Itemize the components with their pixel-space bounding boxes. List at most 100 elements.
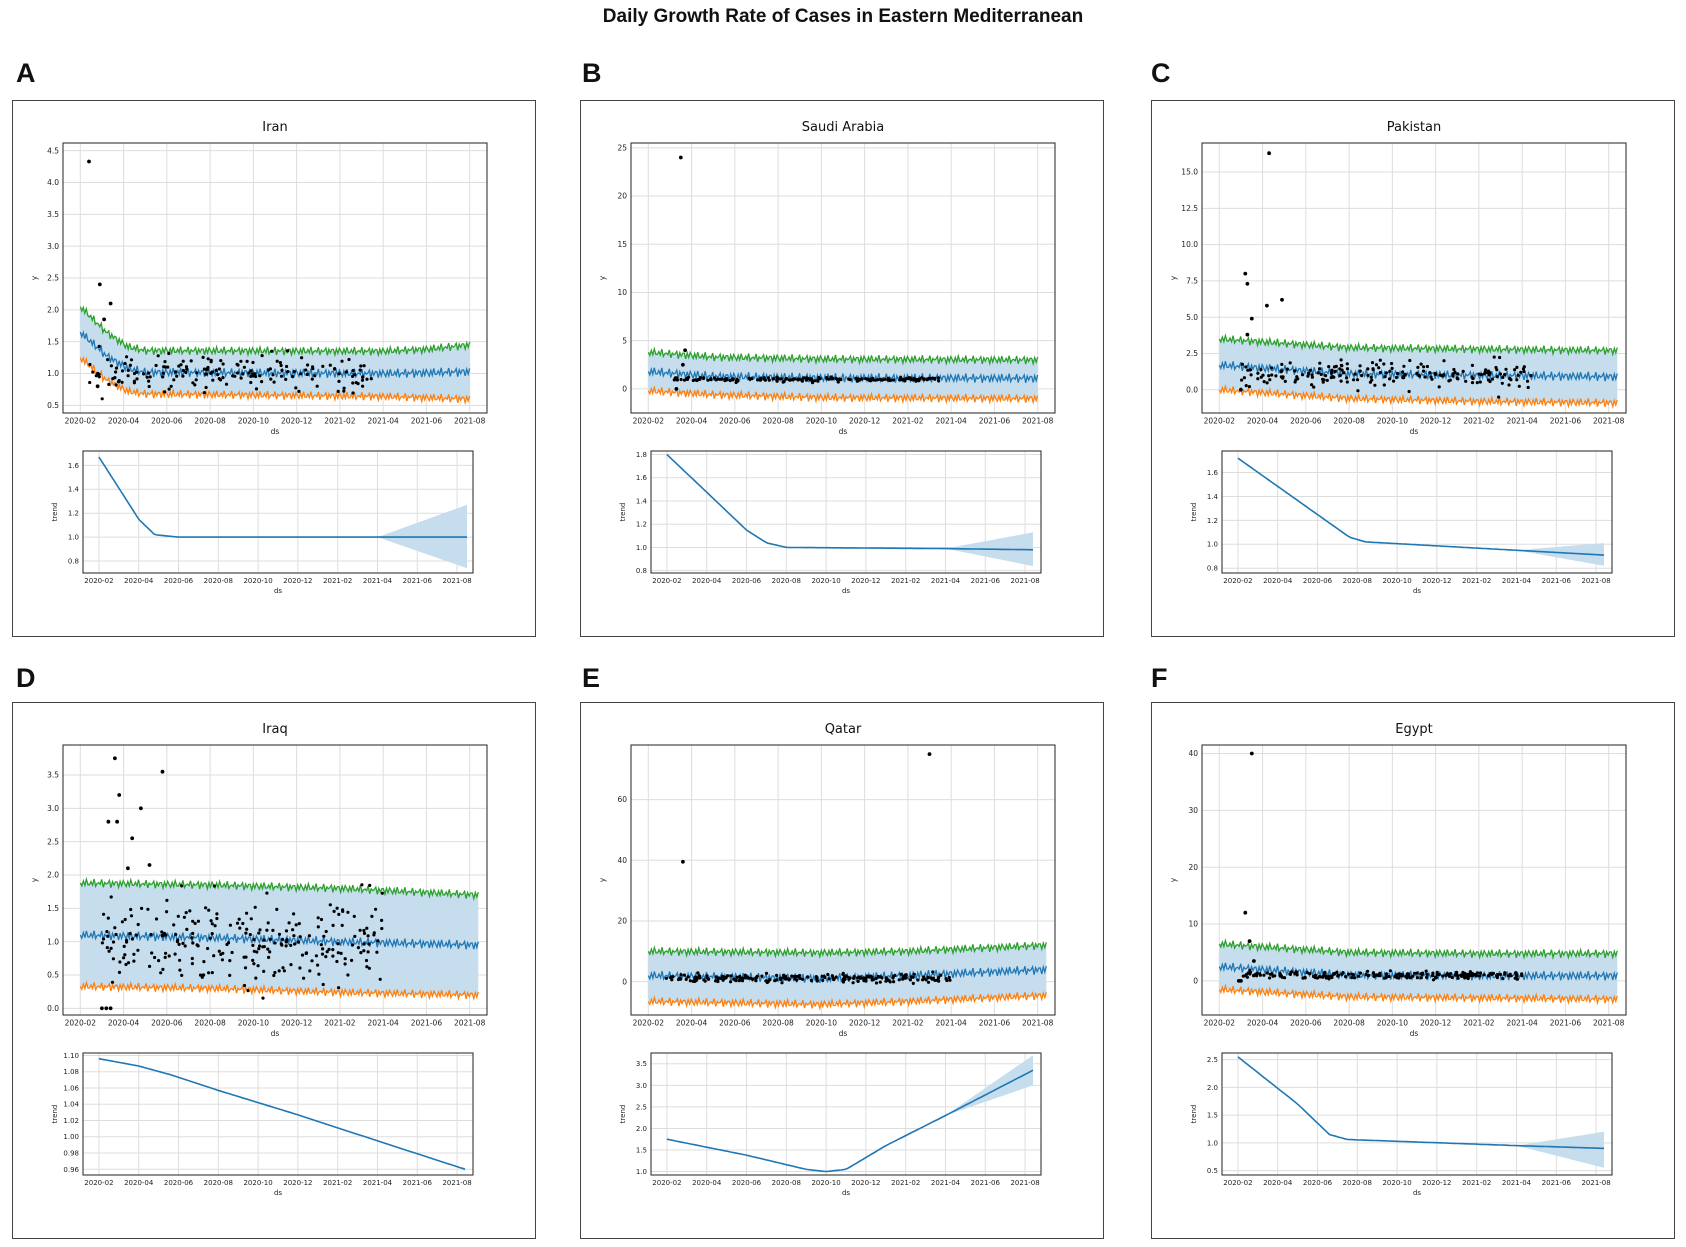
observed-point [1293,369,1297,373]
observed-point [319,943,323,947]
observed-point [852,976,856,980]
trend-iraq-x-tick-label: 2020-04 [124,1179,154,1187]
trend-pakistan-x-tick-label: 2020-08 [1343,577,1372,585]
forecast-egypt-x-tick-label: 2020-06 [1290,1019,1322,1028]
observed-point [883,377,887,381]
observed-point [368,883,372,887]
observed-point [1392,379,1396,383]
trend-egypt-frame [1221,1052,1613,1176]
observed-point [97,375,101,379]
trend-pakistan-y-tick-label: 1.0 [1207,541,1218,549]
observed-point [1521,367,1526,371]
observed-point [106,934,110,938]
observed-point [175,374,179,378]
observed-point [145,375,149,379]
trend-qatar-x-tick-label: 2020-04 [692,1179,722,1187]
series-upper-qatar [647,940,1047,960]
forecast-pakistan-y-tick-label: 0.0 [1186,385,1198,394]
observed-point [120,369,125,373]
observed-point [734,979,738,983]
observed-point [1290,970,1294,974]
observed-point [340,359,344,363]
observed-point [209,919,213,923]
observed-point [281,966,285,970]
observed-point [316,963,320,967]
observed-point [1306,374,1310,378]
observed-point [1339,358,1343,362]
observed-outlier [160,769,165,774]
observed-point [123,917,127,922]
observed-point [114,370,118,374]
panel-label-b: B [582,58,602,88]
observed-point [150,951,154,955]
forecast-iran-y-tick-label: 1.0 [47,369,59,378]
observed-point [1326,975,1330,979]
observed-point [285,364,289,369]
series-lower-pakistan [1218,383,1618,410]
forecast-qatar-frame [630,744,1056,1016]
observed-point [302,976,306,980]
observed-point [1395,974,1399,978]
series-upper-iran [79,305,471,358]
forecast-saudi-arabia-x-tick-label: 2020-12 [849,417,881,426]
observed-point [1438,373,1442,377]
observed-point [947,975,951,980]
observed-outlier [97,282,102,287]
observed-point [1318,361,1322,365]
observed-point [220,958,224,962]
observed-point [97,372,101,376]
observed-point [185,367,189,371]
observed-point [926,975,930,979]
trend-qatar-frame [650,1052,1042,1176]
observed-point [273,970,277,975]
observed-point [1285,367,1289,371]
observed-point [342,389,346,393]
observed-point [1280,362,1284,366]
observed-point [335,959,339,964]
observed-point [684,977,688,981]
observed-point [249,369,253,373]
forecast-iran-y-tick-label: 4.5 [47,146,59,155]
observed-point [310,959,314,963]
observed-point [810,377,814,381]
observed-point [814,975,818,979]
observed-point [291,928,295,932]
observed-point [362,928,366,933]
observed-point [1356,389,1360,393]
observed-point [315,384,319,388]
observed-point [279,363,283,368]
forecast-iraq-x-tick-label: 2020-12 [281,1019,313,1028]
observed-outlier [1243,271,1248,276]
trend-saudi-arabia-y-tick-label: 1.6 [636,474,648,482]
observed-point [1437,385,1441,389]
observed-point [1335,970,1339,974]
panel-label-f: F [1151,663,1168,693]
trend-iraq-x-tick-label: 2021-06 [403,1179,433,1187]
observed-point [1461,369,1465,373]
observed-point [245,359,249,363]
observed-point [190,962,194,966]
observed-point [284,944,288,948]
observed-point [1514,972,1518,976]
observed-point [821,978,825,982]
observed-point [796,378,800,382]
observed-point [212,954,216,958]
observed-point [1240,362,1244,366]
observed-point [219,359,223,363]
forecast-qatar-y-tick-label: 20 [617,917,627,926]
observed-point [1378,358,1382,362]
trend-qatar-x-tick-label: 2021-06 [971,1179,1001,1187]
observed-point [321,982,325,987]
observed-point [351,391,355,395]
trend-iraq-y-tick-label: 1.08 [63,1068,79,1076]
trend-saudi-arabia-x-tick-label: 2020-08 [772,577,801,585]
observed-point [273,941,277,945]
observed-point [292,370,296,374]
observed-point [215,912,219,916]
observed-point [773,979,777,983]
observed-point [260,380,264,384]
observed-outlier [1239,979,1243,983]
observed-point [376,939,380,943]
observed-point [1318,367,1322,371]
observed-point [328,363,332,367]
